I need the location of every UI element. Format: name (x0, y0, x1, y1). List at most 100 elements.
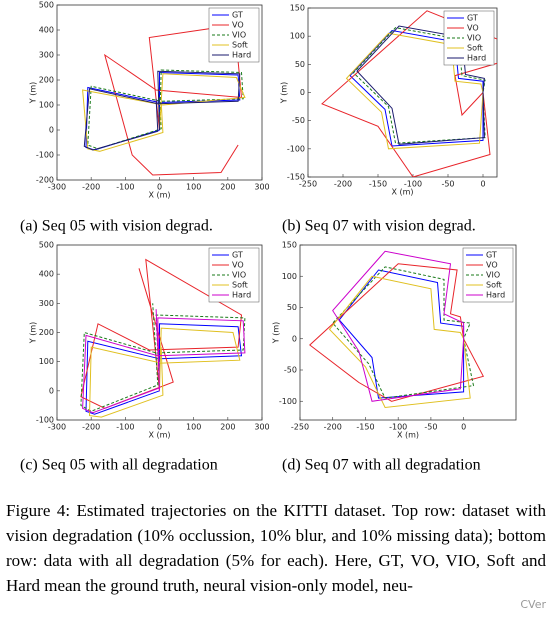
y-tick-label: 200 (39, 76, 54, 85)
subcaption: (c) Seq 05 with all degradation (20, 457, 218, 474)
y-axis-label: Y (m) (272, 322, 281, 344)
legend-label: VO (232, 261, 244, 270)
trajectory (83, 70, 241, 151)
y-tick-label: 400 (39, 26, 54, 35)
x-tick-label: -200 (324, 423, 342, 432)
watermark: CVer (520, 598, 546, 611)
legend-label: Soft (467, 44, 483, 53)
y-tick-label: -50 (292, 116, 305, 125)
plot: -300 -200 -100 0 100 200 300-200-1000100200300… (29, 1, 270, 200)
x-tick-label: -200 (82, 183, 100, 192)
y-tick-label: 300 (39, 51, 54, 60)
y-tick-label: 150 (282, 241, 297, 250)
legend-label: Hard (232, 51, 251, 60)
x-axis-label: X (m) (148, 191, 170, 200)
trajectory (345, 32, 484, 150)
legend-label: GT (232, 251, 243, 260)
figure-caption: Figure 4: Estimated trajectories on the … (6, 501, 546, 595)
y-tick-label: -200 (36, 176, 54, 185)
legend-label: Hard (467, 54, 486, 63)
x-tick-label: 0 (157, 183, 162, 192)
y-tick-label: -150 (287, 173, 305, 182)
plot: -250 -200 -150 -100 -50 0 -100 -50 0 50 100 150 X (m… (272, 241, 517, 440)
y-axis-label: Y (m) (29, 322, 38, 344)
trajectory (82, 73, 246, 152)
subcaption: (a) Seq 05 with vision degrad. (20, 218, 213, 235)
trajectory (85, 323, 243, 415)
x-tick-label: -250 (291, 423, 309, 432)
x-tick-label: -250 (299, 180, 317, 189)
x-tick-label: 100 (186, 183, 201, 192)
y-tick-label: 0 (49, 386, 54, 395)
y-tick-label: 100 (282, 272, 297, 281)
legend-label: GT (232, 11, 243, 20)
subcaption: (b) Seq 07 with vision degrad. (282, 218, 476, 235)
legend-label: Soft (486, 281, 502, 290)
y-tick-label: 200 (39, 328, 54, 337)
x-axis-label: X (m) (148, 431, 170, 440)
x-tick-label: -100 (404, 180, 422, 189)
trajectory (309, 263, 485, 402)
legend-label: GT (467, 14, 478, 23)
y-tick-label: -50 (284, 366, 297, 375)
x-tick-label: 0 (461, 423, 466, 432)
trajectory (88, 327, 241, 418)
legend-label: VIO (232, 31, 246, 40)
x-tick-label: -50 (424, 423, 437, 432)
legend-label: VO (486, 261, 498, 270)
x-tick-label: 200 (220, 183, 235, 192)
y-tick-label: -100 (279, 397, 297, 406)
y-tick-label: 300 (39, 299, 54, 308)
y-axis-label: Y (m) (29, 82, 38, 104)
legend-label: Hard (486, 291, 505, 300)
y-tick-label: 50 (287, 303, 297, 312)
plot: -250 -200 -150 -100 -50 0 -150 -100 -50 0 50 100 150… (280, 4, 498, 197)
legend-label: Hard (232, 291, 251, 300)
x-axis-label: X (m) (391, 188, 413, 197)
y-tick-label: -100 (36, 151, 54, 160)
trajectory (87, 69, 244, 150)
trajectory (328, 275, 471, 409)
y-tick-label: 500 (39, 241, 54, 250)
x-tick-label: -300 (48, 183, 66, 192)
legend-label: GT (486, 251, 497, 260)
x-tick-label: -150 (356, 423, 374, 432)
y-tick-label: 100 (39, 101, 54, 110)
x-tick-label: -100 (116, 183, 134, 192)
y-tick-label: 0 (49, 126, 54, 135)
y-tick-label: 50 (295, 60, 305, 69)
y-axis-label: Y (m) (280, 82, 289, 104)
x-tick-label: -200 (334, 180, 352, 189)
trajectory (349, 29, 484, 147)
trajectory (103, 24, 243, 176)
legend-label: VO (467, 24, 479, 33)
y-tick-label: -100 (287, 144, 305, 153)
legend-label: VO (232, 21, 244, 30)
x-tick-label: -300 (48, 423, 66, 432)
legend-label: VIO (467, 34, 481, 43)
legend-label: VIO (486, 271, 500, 280)
x-tick-label: 300 (254, 183, 269, 192)
trajectory (356, 25, 485, 145)
trajectory (321, 10, 497, 177)
y-tick-label: 0 (292, 334, 297, 343)
x-tick-label: 200 (220, 423, 235, 432)
x-tick-label: 300 (254, 423, 269, 432)
y-tick-label: 500 (39, 1, 54, 10)
y-tick-label: 0 (300, 88, 305, 97)
legend-label: Soft (232, 281, 248, 290)
trajectory (332, 250, 465, 402)
y-tick-label: 150 (290, 4, 305, 13)
x-tick-label: 100 (186, 423, 201, 432)
x-tick-label: -100 (116, 423, 134, 432)
subcaption: (d) Seq 07 with all degradation (282, 457, 481, 474)
y-tick-label: 100 (39, 357, 54, 366)
trajectory (80, 303, 246, 412)
x-axis-label: X (m) (397, 431, 419, 440)
figure: (a) Seq 05 with vision degrad. (b) Seq 0… (20, 1, 517, 474)
x-tick-label: -150 (369, 180, 387, 189)
x-tick-label: -50 (441, 180, 454, 189)
legend-label: Soft (232, 41, 248, 50)
trajectory (332, 266, 475, 399)
y-tick-label: 100 (290, 32, 305, 41)
